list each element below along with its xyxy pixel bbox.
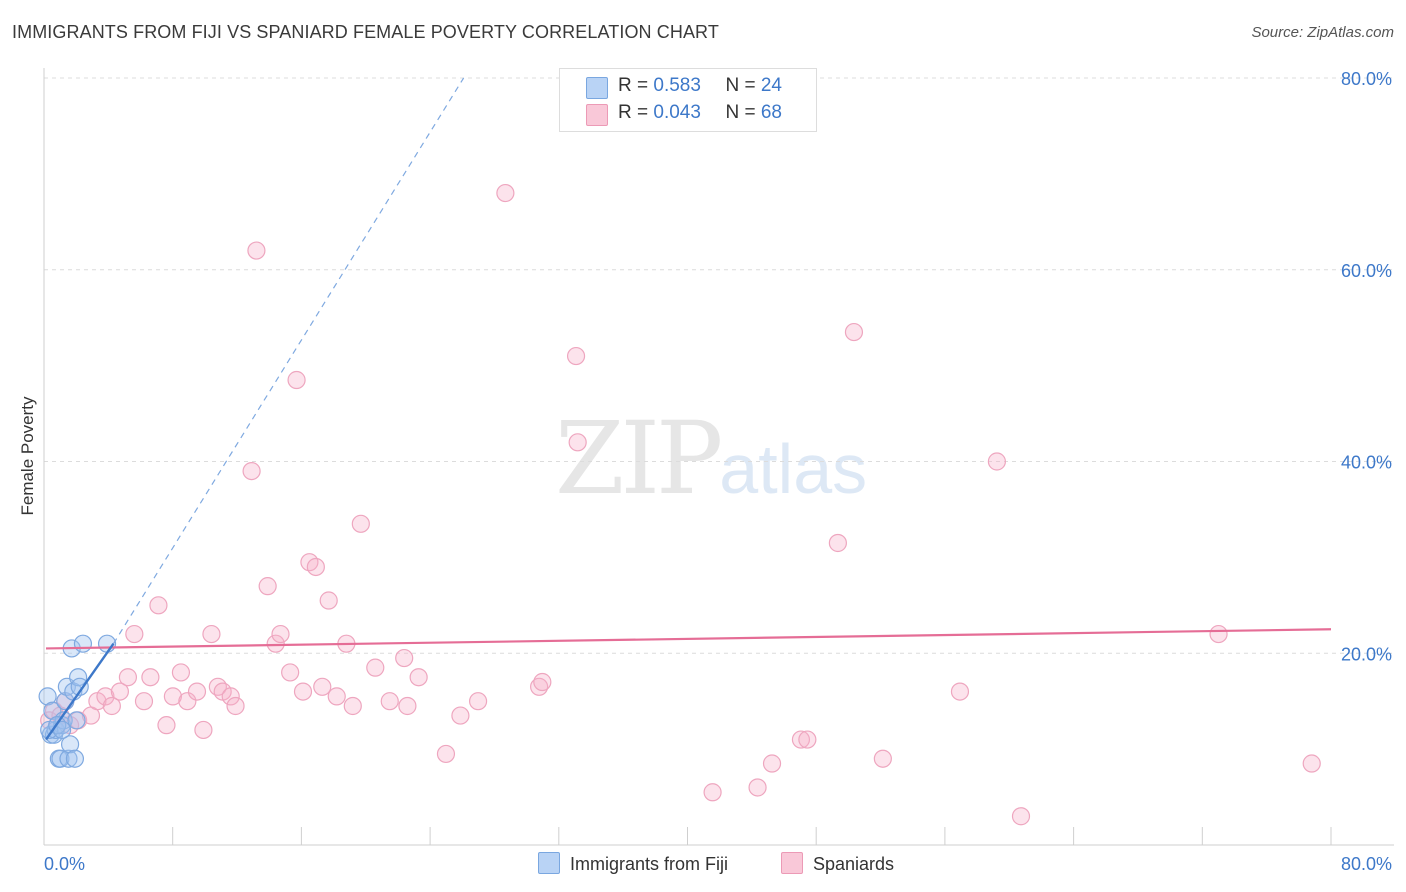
watermark-zip: ZIP bbox=[555, 400, 723, 517]
spaniards-point bbox=[149, 596, 168, 615]
spaniards-point bbox=[306, 557, 325, 577]
x-tick-label: 80.0% bbox=[1341, 854, 1392, 874]
spaniards-point bbox=[271, 624, 290, 644]
spaniards-point bbox=[327, 687, 346, 706]
spaniards-point bbox=[468, 692, 488, 711]
spaniards-point bbox=[110, 682, 129, 701]
fiji-point bbox=[65, 749, 85, 768]
spaniards-point bbox=[762, 754, 782, 773]
spaniards-point bbox=[242, 461, 261, 481]
spaniards-point bbox=[395, 648, 414, 668]
spaniards-point bbox=[118, 668, 138, 687]
spaniards-point bbox=[791, 730, 811, 749]
fiji-point bbox=[70, 677, 89, 696]
legend-r-label: R = bbox=[618, 102, 654, 123]
spaniards-point bbox=[1209, 624, 1228, 644]
correlation-legend: R = 0.583 N = 24 R = 0.043 N = 68 bbox=[559, 68, 817, 132]
legend-swatch-fiji bbox=[586, 77, 608, 99]
spaniards-point bbox=[798, 730, 817, 749]
spaniards-point bbox=[247, 241, 266, 260]
spaniards-point bbox=[436, 744, 456, 764]
legend-label-spaniards: Spaniards bbox=[813, 854, 895, 874]
y-tick-label: 60.0% bbox=[1341, 261, 1392, 281]
spaniards-point bbox=[141, 668, 160, 687]
legend-label-fiji: Immigrants from Fiji bbox=[570, 854, 729, 874]
spaniards-point bbox=[96, 687, 115, 706]
spaniards-point bbox=[1011, 807, 1031, 826]
spaniards-point bbox=[258, 577, 277, 596]
spaniards-point bbox=[178, 692, 197, 711]
legend-n-label: N = bbox=[725, 102, 761, 123]
legend-r-value-spaniards: 0.043 bbox=[653, 102, 701, 123]
legend-swatch-spaniards bbox=[781, 852, 803, 874]
fiji-trendline bbox=[45, 642, 115, 741]
spaniards-point bbox=[194, 720, 213, 740]
spaniards-point bbox=[202, 624, 221, 644]
spaniards-point bbox=[287, 370, 306, 390]
legend-swatch-spaniards bbox=[586, 104, 608, 126]
spaniards-point bbox=[187, 682, 207, 701]
legend-r-value-fiji: 0.583 bbox=[653, 75, 701, 96]
legend-item-fiji[interactable]: Immigrants from Fiji bbox=[538, 852, 728, 878]
spaniards-point bbox=[102, 696, 121, 716]
spaniards-point bbox=[343, 696, 362, 716]
spaniards-point bbox=[1302, 754, 1321, 773]
fiji-point bbox=[73, 634, 93, 653]
x-tick-label: 0.0% bbox=[44, 854, 85, 874]
fiji-point bbox=[38, 687, 57, 706]
legend-r-label: R = bbox=[618, 75, 654, 96]
spaniards-point bbox=[451, 706, 470, 725]
spaniards-point bbox=[950, 682, 970, 701]
spaniards-point bbox=[281, 663, 300, 682]
spaniards-point bbox=[533, 672, 552, 692]
spaniards-point bbox=[987, 452, 1007, 471]
spaniards-point bbox=[380, 692, 399, 711]
fiji-point bbox=[67, 711, 86, 730]
y-tick-label: 20.0% bbox=[1341, 644, 1392, 664]
spaniards-point bbox=[157, 716, 176, 735]
spaniards-point bbox=[530, 677, 549, 696]
y-tick-label: 40.0% bbox=[1341, 453, 1392, 473]
legend-n-value-fiji: 24 bbox=[760, 75, 782, 96]
spaniards-point bbox=[125, 624, 144, 644]
legend-item-spaniards[interactable]: Spaniards bbox=[781, 852, 894, 878]
spaniards-point bbox=[844, 322, 864, 342]
spaniards-point bbox=[293, 682, 313, 701]
spaniards-point bbox=[163, 687, 182, 706]
spaniards-point bbox=[873, 749, 892, 768]
legend-n-value-spaniards: 68 bbox=[760, 102, 782, 123]
spaniards-point bbox=[171, 663, 191, 682]
spaniards-point bbox=[566, 346, 586, 366]
fiji-trendline-extension bbox=[112, 77, 465, 644]
spaniards-point bbox=[398, 696, 417, 716]
spaniards-point bbox=[319, 591, 338, 610]
spaniards-point bbox=[226, 696, 245, 716]
watermark-atlas: atlas bbox=[719, 430, 868, 508]
spaniards-point bbox=[134, 692, 154, 711]
fiji-point bbox=[60, 735, 80, 754]
spaniards-point bbox=[828, 533, 847, 553]
spaniards-point bbox=[313, 677, 332, 696]
legend-n-label: N = bbox=[725, 75, 761, 96]
watermark: ZIPatlas bbox=[555, 400, 867, 517]
spaniards-trendline bbox=[45, 628, 1332, 650]
spaniards-point bbox=[409, 668, 428, 687]
spaniards-point bbox=[221, 687, 240, 706]
spaniards-point bbox=[366, 658, 385, 677]
y-tick-label: 80.0% bbox=[1341, 69, 1392, 89]
spaniards-point bbox=[351, 514, 370, 533]
chart-title: IMMIGRANTS FROM FIJI VS SPANIARD FEMALE … bbox=[12, 22, 719, 42]
spaniards-point bbox=[703, 783, 722, 802]
fiji-point bbox=[59, 749, 78, 768]
spaniards-point bbox=[748, 778, 767, 797]
spaniards-point bbox=[266, 634, 285, 653]
spaniards-point bbox=[496, 183, 515, 203]
legend-swatch-fiji bbox=[538, 852, 560, 874]
source-label: Source: ZipAtlas.com bbox=[1251, 24, 1394, 41]
spaniards-point bbox=[568, 433, 587, 452]
